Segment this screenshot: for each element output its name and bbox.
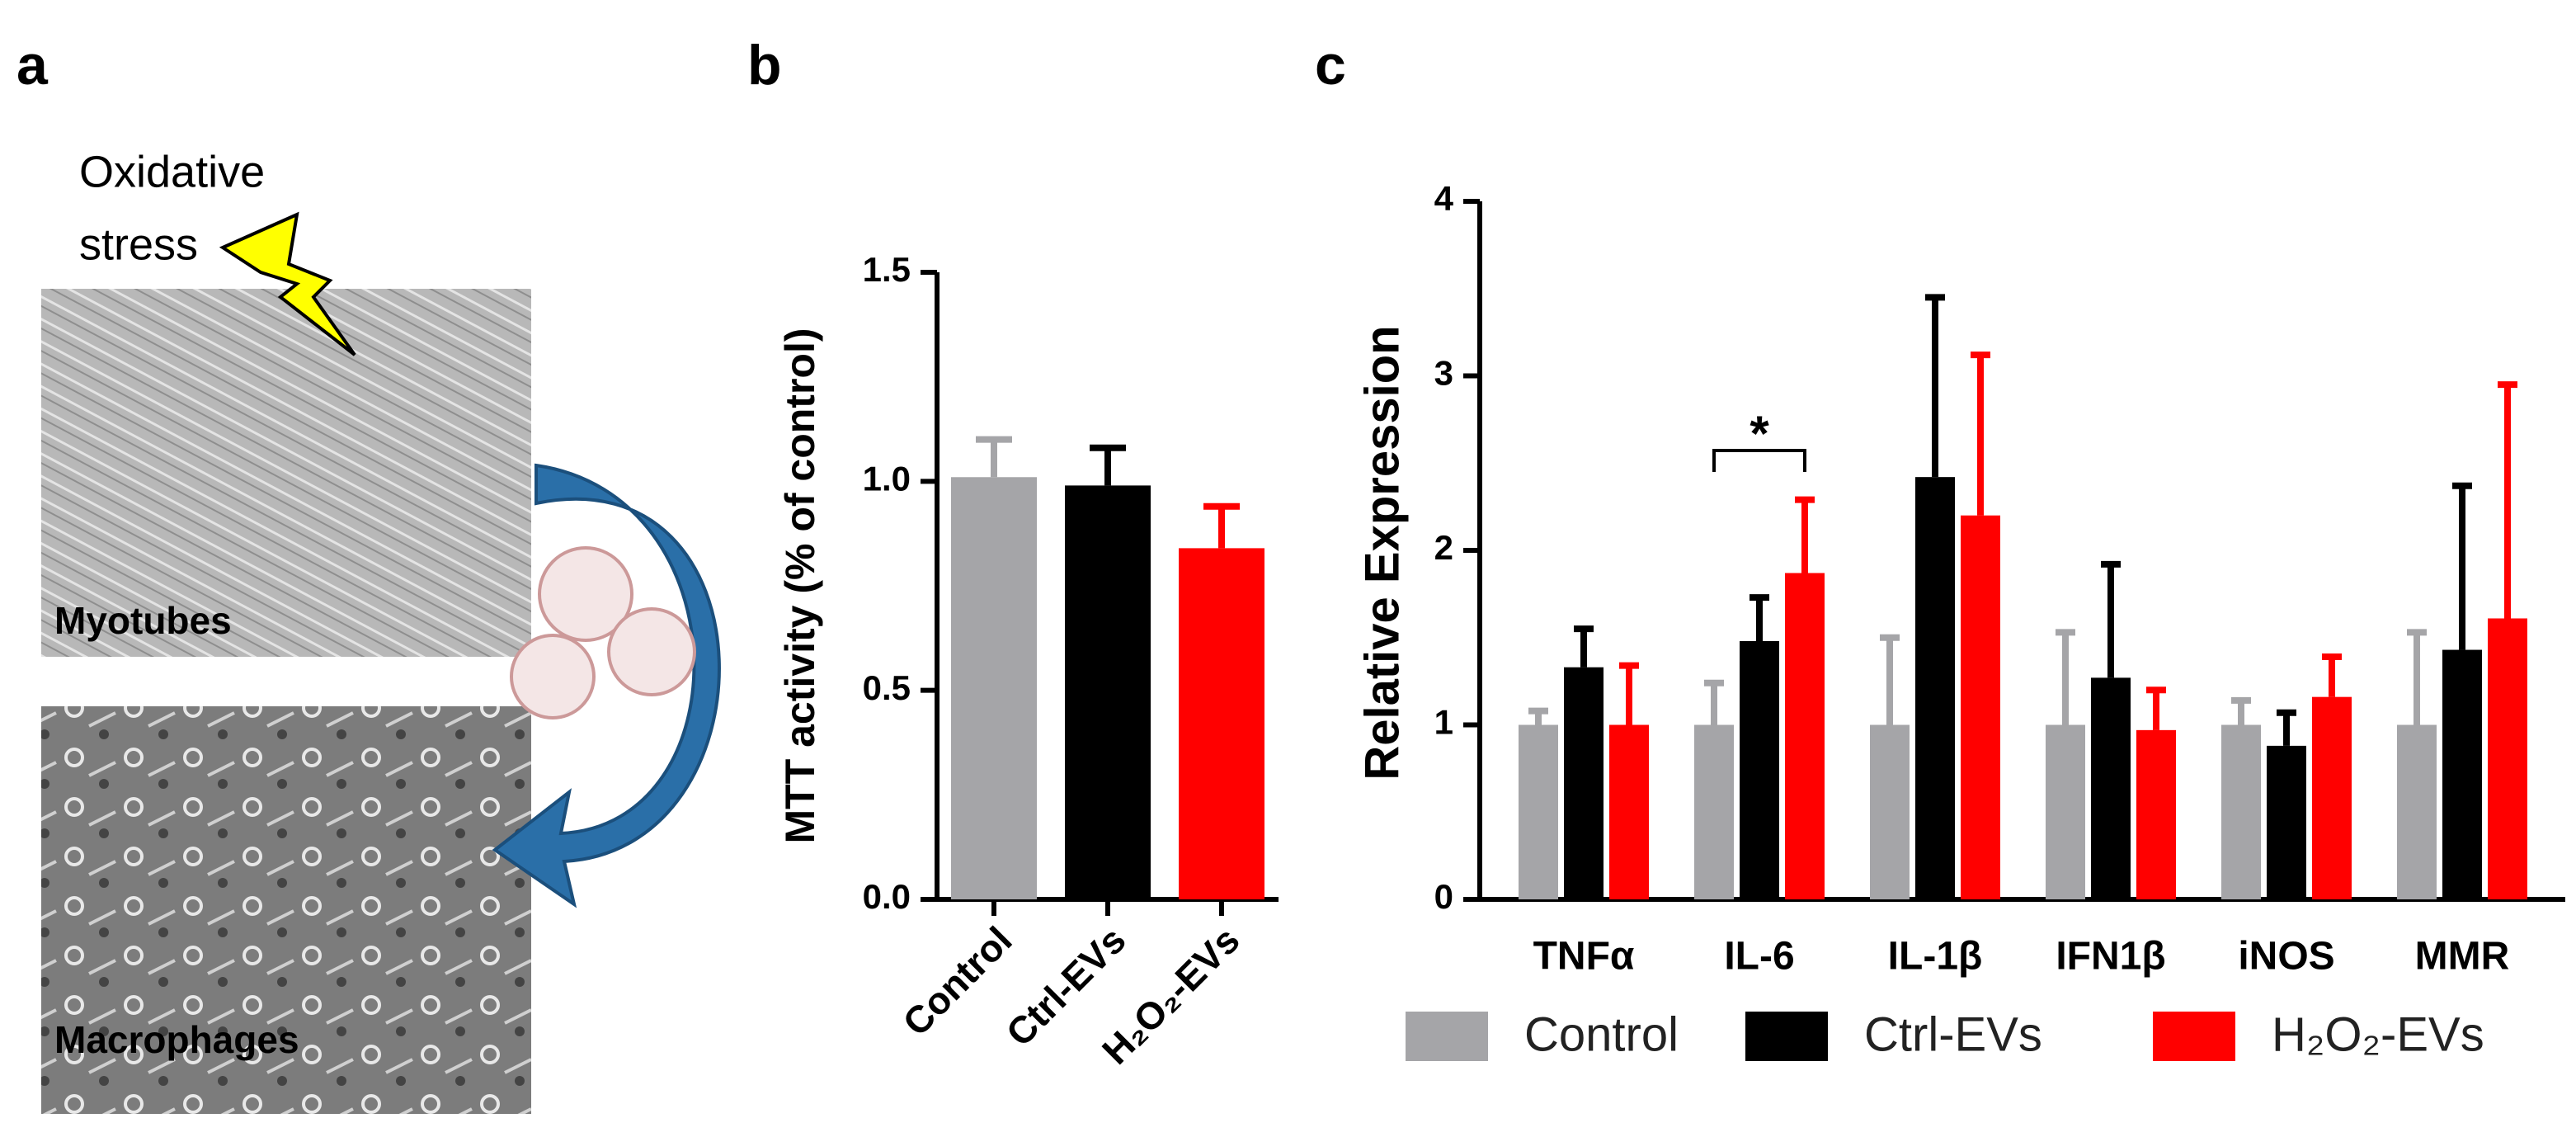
- bar: [1961, 515, 2000, 899]
- cell-label: Myotubes: [54, 599, 232, 642]
- y-axis-label: MTT activity (% of control): [777, 328, 823, 844]
- bar: [2046, 724, 2085, 899]
- y-tick-label: 3: [1434, 354, 1453, 393]
- error-bar: [1925, 294, 1945, 478]
- legend-swatch: [2153, 1012, 2235, 1061]
- y-tick-label: 1.0: [863, 459, 911, 498]
- error-bar: [1528, 707, 1548, 725]
- vesicle: [510, 634, 596, 719]
- legend-swatch: [1406, 1012, 1488, 1061]
- cell-label: Macrophages: [54, 1018, 299, 1061]
- y-tick-label: 4: [1434, 179, 1454, 218]
- error-bar: [2231, 696, 2251, 725]
- x-tick-label: IL-6: [1724, 935, 1794, 979]
- error-bar: [2277, 709, 2296, 746]
- y-tick-label: 2: [1434, 528, 1453, 567]
- y-tick-label: 0.0: [863, 877, 911, 916]
- bar: [1915, 477, 1955, 899]
- error-bar: [976, 436, 1012, 478]
- bar: [1740, 640, 1779, 899]
- lightning: [219, 211, 356, 356]
- vesicle: [607, 607, 696, 696]
- bar: [1179, 548, 1264, 899]
- error-bar: [2056, 629, 2075, 725]
- bar: [1609, 724, 1649, 899]
- stress-label: Oxidative: [79, 147, 265, 196]
- bar: [2442, 649, 2482, 899]
- bar: [2312, 696, 2352, 899]
- error-bar: [1203, 502, 1240, 549]
- error-bar: [2407, 629, 2427, 725]
- x-tick-label: MMR: [2415, 935, 2510, 979]
- myotubes-image: [41, 289, 531, 657]
- x-tick-label: IFN1β: [2056, 935, 2165, 979]
- macrophages-image: [41, 706, 531, 1114]
- error-bar: [2322, 653, 2342, 697]
- error-bar: [2101, 560, 2121, 678]
- legend-label: H₂O₂-EVs: [2272, 1007, 2484, 1061]
- bar: [1694, 724, 1734, 899]
- y-tick-label: 0: [1434, 877, 1453, 916]
- error-bar: [2146, 686, 2166, 730]
- arrow: [492, 463, 721, 908]
- bar: [1564, 667, 1604, 899]
- illustration: Oxidative stress Myotubes Macrophages: [41, 147, 721, 1114]
- error-bar: [2452, 482, 2472, 650]
- y-tick-label: 1: [1434, 703, 1453, 742]
- significance-bracket: [1712, 449, 1806, 472]
- y-axis-label: Relative Expression: [1355, 325, 1409, 780]
- annotation: *: [1750, 406, 1769, 461]
- error-bar: [1704, 679, 1724, 725]
- error-bar: [1090, 444, 1126, 486]
- y-tick-label: 0.5: [863, 668, 911, 707]
- panel-label: c: [1315, 34, 1346, 97]
- error-bar: [1795, 496, 1815, 573]
- y-tick-label: 1.5: [863, 250, 911, 289]
- bar: [2091, 677, 2131, 899]
- x-tick-label: IL-1β: [1888, 935, 1983, 979]
- bar: [2488, 618, 2527, 899]
- error-bar: [1880, 634, 1900, 725]
- panel-label: b: [747, 34, 782, 97]
- legend-label: Control: [1524, 1007, 1679, 1061]
- bar: [1519, 724, 1558, 899]
- error-bar: [2498, 381, 2517, 619]
- bar: [2397, 724, 2437, 899]
- error-bar: [1619, 662, 1639, 725]
- bar: [1870, 724, 1910, 899]
- bar: [1065, 485, 1151, 899]
- panel-label: a: [16, 34, 49, 97]
- bar: [2221, 724, 2261, 899]
- error-bar: [1750, 594, 1769, 641]
- bar: [2267, 745, 2306, 899]
- bar: [951, 477, 1037, 899]
- legend-swatch: [1745, 1012, 1828, 1061]
- error-bar: [1971, 351, 1990, 516]
- x-tick-label: TNFα: [1533, 935, 1635, 979]
- error-bar: [1574, 625, 1594, 668]
- x-tick-label: iNOS: [2238, 935, 2334, 979]
- bar: [1785, 573, 1825, 899]
- bar: [2136, 729, 2176, 899]
- vesicle: [538, 546, 633, 642]
- legend-label: Ctrl-EVs: [1864, 1007, 2042, 1061]
- stress-label: stress: [79, 219, 198, 269]
